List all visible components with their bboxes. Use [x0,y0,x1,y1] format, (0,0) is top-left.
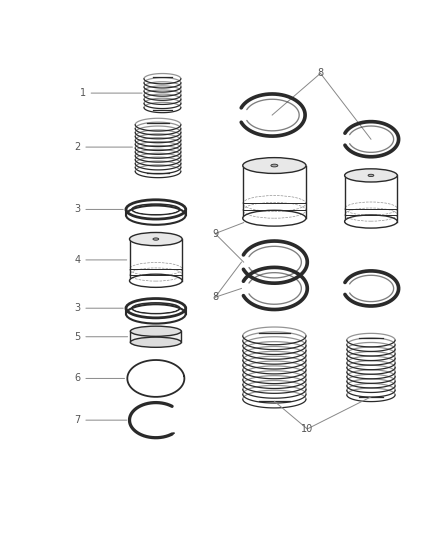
Ellipse shape [344,169,396,182]
Ellipse shape [152,238,159,240]
Ellipse shape [130,337,181,348]
Text: 3: 3 [74,303,123,313]
Ellipse shape [133,304,178,313]
Text: 5: 5 [74,332,127,342]
Bar [242,166,305,218]
Text: 8: 8 [212,292,218,302]
Ellipse shape [129,274,182,287]
Text: 8: 8 [317,68,323,78]
Bar [129,239,182,281]
Text: 6: 6 [74,374,124,383]
Ellipse shape [133,205,178,214]
Ellipse shape [129,232,182,246]
Text: 7: 7 [74,415,127,425]
Text: 2: 2 [74,142,132,152]
Ellipse shape [242,158,305,173]
Ellipse shape [270,164,277,167]
Ellipse shape [130,326,181,336]
Text: 4: 4 [74,255,127,265]
Text: 3: 3 [74,205,123,214]
Ellipse shape [242,211,305,226]
Text: 9: 9 [212,229,218,239]
Ellipse shape [367,174,373,176]
Text: 1: 1 [79,88,142,98]
Text: 10: 10 [300,424,313,434]
Bar [344,175,396,222]
Bar [130,331,181,342]
Ellipse shape [344,215,396,228]
